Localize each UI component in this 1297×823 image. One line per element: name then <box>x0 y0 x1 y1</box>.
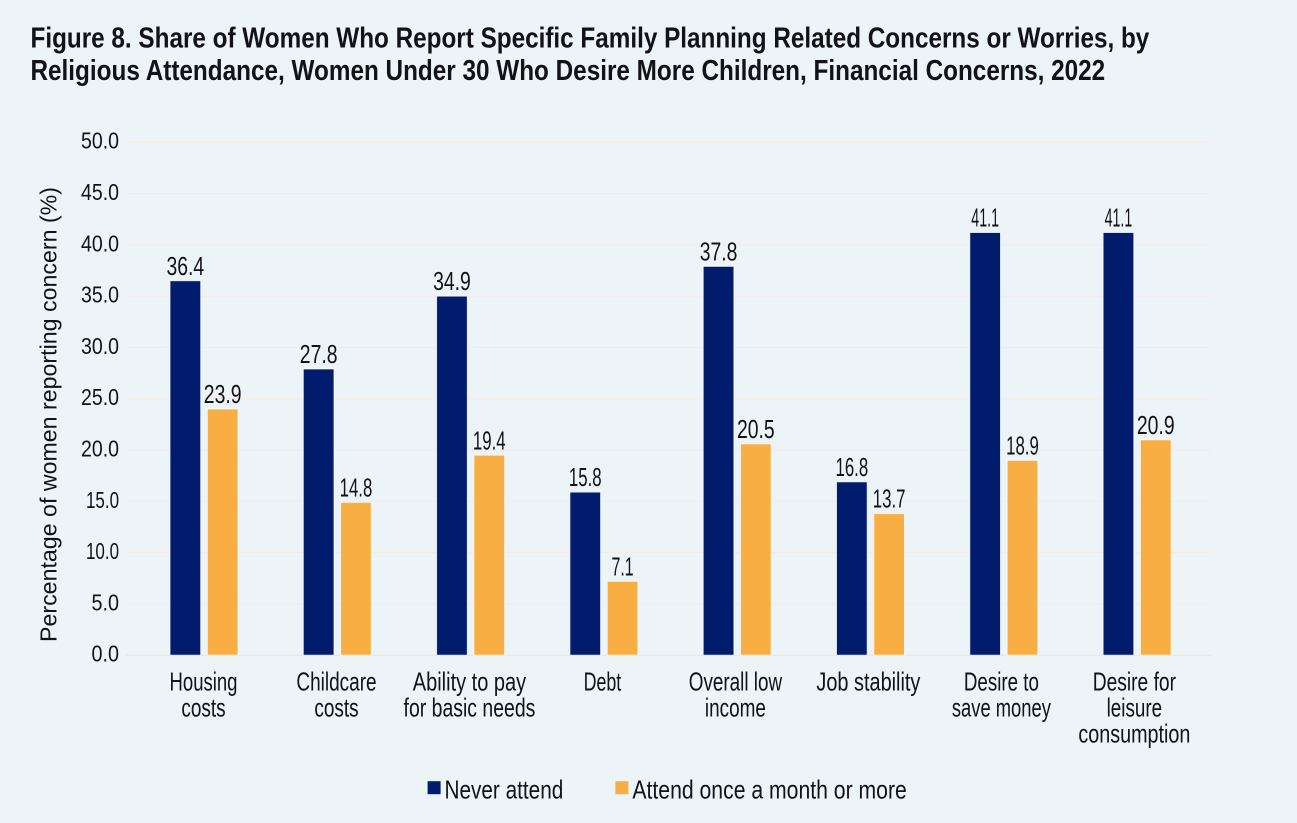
svg-text:40.0: 40.0 <box>81 230 119 256</box>
svg-text:16.8: 16.8 <box>836 452 869 482</box>
svg-text:Ability to pay: Ability to pay <box>413 667 526 697</box>
svg-text:20.5: 20.5 <box>737 414 775 444</box>
svg-text:Job stability: Job stability <box>816 667 920 697</box>
svg-text:5.0: 5.0 <box>92 589 120 615</box>
svg-text:20.0: 20.0 <box>81 436 119 462</box>
svg-text:Desire for: Desire for <box>1093 667 1177 697</box>
svg-text:19.4: 19.4 <box>473 425 506 455</box>
svg-text:18.9: 18.9 <box>1006 430 1039 460</box>
svg-text:41.1: 41.1 <box>1105 203 1133 233</box>
svg-text:15.0: 15.0 <box>86 487 119 513</box>
svg-text:37.8: 37.8 <box>700 236 738 266</box>
svg-text:13.7: 13.7 <box>873 484 906 514</box>
svg-text:Debt: Debt <box>584 667 622 697</box>
svg-text:35.0: 35.0 <box>81 282 119 308</box>
svg-text:leisure: leisure <box>1107 693 1163 723</box>
svg-text:50.0: 50.0 <box>81 128 119 154</box>
svg-text:Desire to: Desire to <box>964 667 1039 697</box>
svg-text:10.0: 10.0 <box>86 538 119 564</box>
svg-text:23.9: 23.9 <box>204 379 242 409</box>
svg-text:Figure 8. Share of Women Who R: Figure 8. Share of Women Who Report Spec… <box>31 22 1150 54</box>
svg-text:costs: costs <box>314 693 358 723</box>
svg-text:save money: save money <box>952 693 1051 723</box>
svg-text:30.0: 30.0 <box>81 333 119 359</box>
svg-text:25.0: 25.0 <box>81 384 119 410</box>
svg-text:15.8: 15.8 <box>569 462 602 492</box>
svg-text:20.9: 20.9 <box>1137 410 1175 440</box>
svg-text:45.0: 45.0 <box>81 179 119 205</box>
svg-text:14.8: 14.8 <box>340 472 373 502</box>
svg-text:27.8: 27.8 <box>300 339 338 369</box>
svg-text:Attend once a month or more: Attend once a month or more <box>632 775 906 805</box>
svg-text:Religious Attendance, Women Un: Religious Attendance, Women Under 30 Who… <box>31 55 1106 87</box>
svg-text:34.9: 34.9 <box>433 266 471 296</box>
svg-text:Never attend: Never attend <box>445 775 564 805</box>
svg-text:for basic needs: for basic needs <box>404 693 536 723</box>
svg-text:Housing: Housing <box>170 667 238 697</box>
svg-text:36.4: 36.4 <box>167 251 205 281</box>
svg-text:consumption: consumption <box>1078 719 1190 749</box>
svg-text:Percentage of women reporting: Percentage of women reporting concern (%… <box>36 187 62 642</box>
svg-text:41.1: 41.1 <box>971 203 999 233</box>
svg-text:Overall low: Overall low <box>689 667 782 697</box>
svg-text:income: income <box>705 693 766 723</box>
svg-text:0.0: 0.0 <box>92 641 120 667</box>
svg-text:7.1: 7.1 <box>611 551 633 581</box>
svg-text:Childcare: Childcare <box>296 667 376 697</box>
svg-text:costs: costs <box>181 693 225 723</box>
